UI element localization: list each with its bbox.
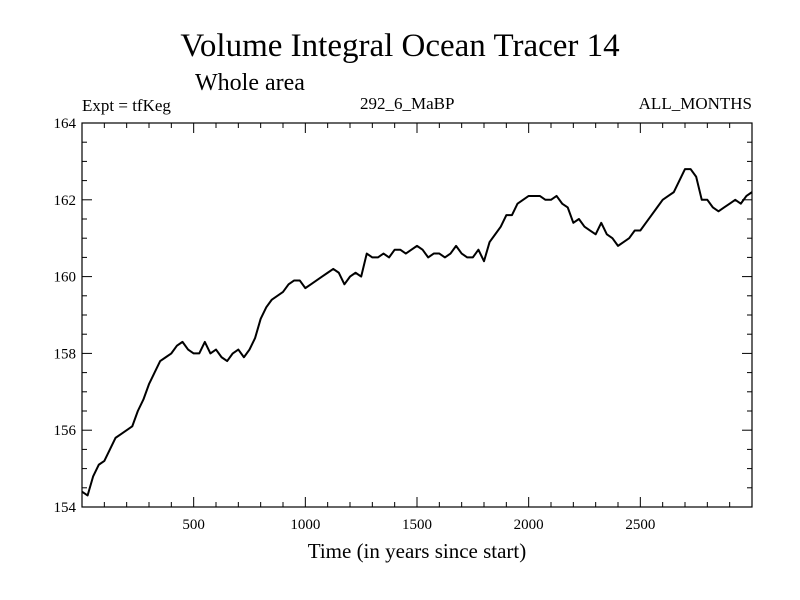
x-tick-label: 2500 bbox=[625, 517, 655, 533]
x-tick-label: 1500 bbox=[402, 517, 432, 533]
x-tick-label: 500 bbox=[182, 517, 205, 533]
months-label: ALL_MONTHS bbox=[638, 94, 752, 113]
chart-subtitle: Whole area bbox=[195, 70, 305, 96]
series-line bbox=[81, 168, 753, 497]
y-tick-label: 164 bbox=[54, 116, 77, 132]
run-id-label: 292_6_MaBP bbox=[360, 94, 455, 113]
x-axis-label: Time (in years since start) bbox=[308, 539, 527, 563]
chart-title: Volume Integral Ocean Tracer 14 bbox=[180, 28, 620, 64]
plot-frame bbox=[81, 122, 753, 508]
y-tick-label: 158 bbox=[54, 346, 77, 362]
x-tick-label: 1000 bbox=[290, 517, 320, 533]
y-tick-label: 160 bbox=[54, 270, 77, 286]
chart-marks bbox=[81, 168, 753, 497]
axis-ticks: 500 1000 1500 2000 2500 154 156 158 160 162 164 bbox=[54, 116, 752, 533]
experiment-label: Expt = tfKeg bbox=[82, 96, 171, 115]
y-tick-label: 156 bbox=[54, 423, 77, 439]
x-tick-label: 2000 bbox=[514, 517, 544, 533]
y-tick-label: 154 bbox=[54, 500, 77, 516]
y-tick-label: 162 bbox=[54, 193, 77, 209]
